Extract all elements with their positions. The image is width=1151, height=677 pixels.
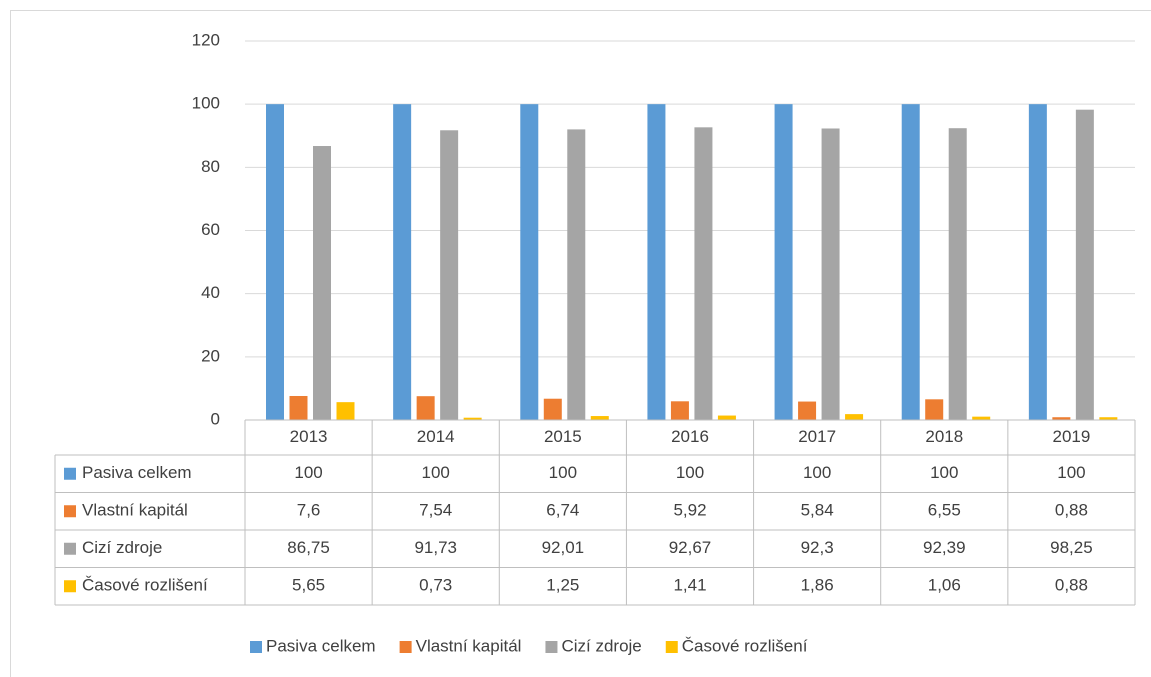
table-cell: 7,54 bbox=[419, 501, 452, 520]
table-cell: 100 bbox=[294, 463, 322, 482]
bar bbox=[1028, 104, 1047, 421]
y-tick-label: 80 bbox=[201, 157, 220, 176]
legend-label: Pasiva celkem bbox=[266, 636, 376, 655]
bar bbox=[463, 417, 482, 420]
table-cell: 1,06 bbox=[928, 576, 961, 595]
bar bbox=[774, 104, 793, 421]
bar bbox=[543, 398, 562, 420]
bar bbox=[717, 415, 736, 420]
table-cell: 0,88 bbox=[1055, 576, 1088, 595]
table-legend-key bbox=[64, 467, 76, 480]
table-cell: 98,25 bbox=[1050, 538, 1093, 557]
bar bbox=[1075, 109, 1094, 420]
bar bbox=[416, 396, 435, 420]
bar bbox=[266, 104, 284, 421]
bar bbox=[1099, 417, 1118, 420]
x-tick-label: 2013 bbox=[290, 427, 328, 446]
table-cell: 1,86 bbox=[801, 576, 834, 595]
bar bbox=[845, 414, 864, 420]
table-legend-key bbox=[64, 505, 76, 518]
y-tick-label: 40 bbox=[201, 283, 220, 302]
chart-border bbox=[10, 10, 1151, 677]
table-row-label: Cizí zdroje bbox=[82, 538, 162, 557]
legend-key bbox=[399, 641, 412, 653]
y-tick-label: 100 bbox=[192, 94, 220, 113]
y-tick-label: 20 bbox=[201, 346, 220, 365]
legend-key bbox=[250, 641, 262, 653]
bar bbox=[440, 130, 459, 421]
bar bbox=[948, 128, 967, 420]
table-cell: 92,39 bbox=[923, 538, 966, 557]
legend-label: Cizí zdroje bbox=[561, 636, 641, 655]
y-tick-label: 120 bbox=[192, 30, 220, 49]
table-cell: 92,67 bbox=[669, 538, 712, 557]
table-legend-key bbox=[64, 580, 76, 593]
bar bbox=[670, 401, 689, 420]
legend-label: Časové rozlišení bbox=[682, 636, 808, 655]
bar bbox=[821, 128, 840, 420]
table-legend-key bbox=[64, 542, 76, 555]
table-cell: 6,74 bbox=[546, 501, 579, 520]
table-cell: 92,01 bbox=[542, 538, 585, 557]
table-cell: 7,6 bbox=[297, 501, 321, 520]
bar bbox=[798, 401, 817, 420]
bar bbox=[901, 104, 920, 421]
x-tick-label: 2014 bbox=[417, 427, 455, 446]
legend-label: Vlastní kapitál bbox=[416, 636, 522, 655]
bar bbox=[336, 402, 355, 420]
x-tick-label: 2019 bbox=[1053, 427, 1091, 446]
table-cell: 91,73 bbox=[414, 538, 457, 557]
table-cell: 100 bbox=[676, 463, 704, 482]
y-tick-label: 60 bbox=[201, 220, 220, 239]
table-cell: 5,65 bbox=[292, 576, 325, 595]
legend-key bbox=[545, 641, 558, 653]
table-cell: 100 bbox=[930, 463, 958, 482]
table-cell: 100 bbox=[1057, 463, 1085, 482]
bar bbox=[567, 129, 586, 421]
bar bbox=[647, 104, 666, 421]
x-tick-label: 2017 bbox=[798, 427, 836, 446]
table-cell: 1,25 bbox=[546, 576, 579, 595]
x-tick-label: 2018 bbox=[925, 427, 963, 446]
y-tick-label: 0 bbox=[211, 409, 220, 428]
bar bbox=[393, 104, 412, 421]
bar bbox=[313, 146, 331, 420]
table-row-label: Časové rozlišení bbox=[82, 576, 208, 595]
table-cell: 5,92 bbox=[673, 501, 706, 520]
bar bbox=[694, 127, 713, 420]
table-cell: 0,73 bbox=[419, 576, 452, 595]
table-cell: 6,55 bbox=[928, 501, 961, 520]
bar bbox=[590, 416, 609, 420]
bar bbox=[289, 395, 308, 420]
table-cell: 100 bbox=[422, 463, 450, 482]
table-cell: 1,41 bbox=[673, 576, 706, 595]
bar bbox=[1052, 417, 1071, 420]
table-cell: 0,88 bbox=[1055, 501, 1088, 520]
table-row-label: Pasiva celkem bbox=[82, 463, 192, 482]
table-cell: 100 bbox=[549, 463, 577, 482]
table-row-label: Vlastní kapitál bbox=[82, 501, 188, 520]
x-tick-label: 2015 bbox=[544, 427, 582, 446]
bar bbox=[972, 416, 991, 420]
x-tick-label: 2016 bbox=[671, 427, 709, 446]
table-cell: 100 bbox=[803, 463, 831, 482]
table-cell: 86,75 bbox=[287, 538, 330, 557]
legend-key bbox=[665, 641, 678, 653]
bar bbox=[925, 399, 944, 420]
table-cell: 5,84 bbox=[801, 501, 834, 520]
bar bbox=[520, 104, 539, 421]
table-cell: 92,3 bbox=[801, 538, 834, 557]
